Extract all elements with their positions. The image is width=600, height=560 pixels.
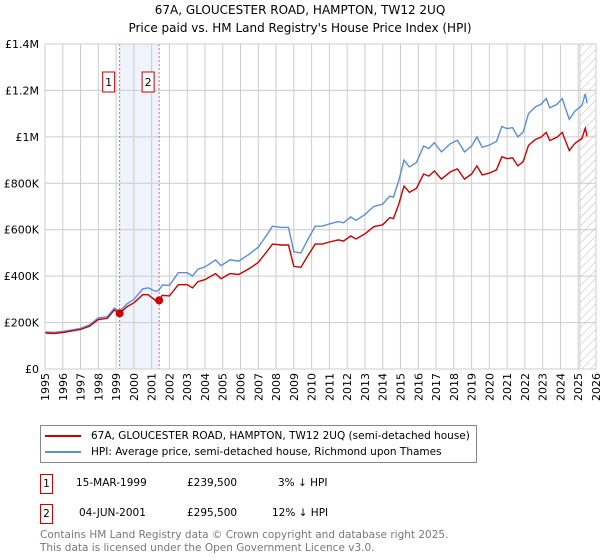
- y-tick-label: £600K: [4, 224, 40, 237]
- sale-price: £295,500: [187, 507, 238, 519]
- sale-date: 04-JUN-2001: [79, 507, 146, 519]
- footer-copyright: Contains HM Land Registry data © Crown c…: [40, 529, 449, 541]
- x-tick-label: 2020: [483, 373, 496, 401]
- x-tick-label: 1998: [92, 373, 105, 401]
- x-tick-label: 2004: [199, 373, 212, 401]
- y-tick-label: £1.4M: [5, 38, 39, 51]
- chart-subtitle: Price paid vs. HM Land Registry's House …: [128, 21, 472, 35]
- sale-badge-box: [102, 71, 116, 93]
- legend: 67A, GLOUCESTER ROAD, HAMPTON, TW12 2UQ …: [40, 425, 477, 463]
- x-tick-label: 2011: [323, 373, 336, 401]
- sale-point: [115, 309, 124, 318]
- sale-price: £239,500: [187, 477, 238, 489]
- sale-row-1: 1 15-MAR-1999 £239,500 3% ↓ HPI: [40, 474, 440, 494]
- x-tick-label: 2026: [590, 373, 600, 401]
- y-tick-label: £1.2M: [5, 84, 39, 97]
- sale-badge: 2: [40, 504, 53, 524]
- x-tick-label: 1996: [57, 373, 70, 401]
- x-tick-label: 2006: [235, 373, 248, 401]
- y-tick-label: £400K: [4, 270, 40, 283]
- footer-licence: This data is licensed under the Open Gov…: [40, 542, 375, 554]
- x-tick-label: 2001: [146, 373, 159, 401]
- sale-badge-label: 2: [145, 76, 152, 89]
- x-tick-label: 2010: [306, 373, 319, 401]
- x-tick-label: 2024: [554, 373, 567, 401]
- x-tick-label: 2015: [394, 373, 407, 401]
- x-tick-label: 2000: [128, 373, 141, 401]
- x-tick-label: 2009: [288, 373, 301, 401]
- series-line: [44, 93, 588, 334]
- sale-row-2: 2 04-JUN-2001 £295,500 12% ↓ HPI: [40, 504, 440, 524]
- x-tick-label: 2018: [448, 373, 461, 401]
- sale-badge-box: [141, 71, 155, 93]
- x-tick-label: 2025: [572, 373, 585, 401]
- chart-title: 67A, GLOUCESTER ROAD, HAMPTON, TW12 2UQ: [154, 3, 446, 17]
- legend-swatch-price: [45, 435, 81, 437]
- x-tick-label: 2012: [341, 373, 354, 401]
- x-tick-label: 2008: [270, 373, 283, 401]
- plot-area: 1995 1996 1997 1998 1999 2000 2001 2002 2003 2004…: [4, 38, 600, 401]
- legend-label-hpi: HPI: Average price, semi-detached house,…: [91, 446, 442, 458]
- footer: Contains HM Land Registry data © Crown c…: [40, 529, 448, 555]
- sale-hpi-diff: 12% ↓ HPI: [272, 507, 329, 519]
- x-tick-label: 2003: [181, 373, 194, 401]
- x-tick-label: 2022: [519, 373, 532, 401]
- x-tick-label: 1997: [75, 373, 88, 401]
- y-tick-label: £1M: [16, 131, 40, 144]
- x-tick-label: 2005: [217, 373, 230, 401]
- x-tick-label: 2013: [359, 373, 372, 401]
- y-tick-label: £800K: [4, 177, 40, 190]
- sale-period-shading: [119, 44, 160, 369]
- legend-label-price: 67A, GLOUCESTER ROAD, HAMPTON, TW12 2UQ …: [91, 430, 470, 442]
- y-tick-label: £0: [25, 363, 39, 376]
- x-tick-label: 2023: [537, 373, 550, 401]
- sale-date: 15-MAR-1999: [76, 477, 147, 489]
- forecast-hatch: [579, 43, 597, 370]
- x-tick-label: 2002: [163, 373, 176, 401]
- sale-badge-label: 1: [105, 76, 112, 89]
- plot-border: [44, 43, 597, 370]
- y-tick-label: £200K: [4, 317, 40, 330]
- x-tick-label: 1995: [39, 373, 52, 401]
- x-tick-label: 2016: [412, 373, 425, 401]
- legend-swatch-hpi: [45, 451, 81, 453]
- x-tick-label: 2014: [377, 373, 390, 401]
- sale-badge: 1: [40, 474, 53, 494]
- sale-hpi-diff: 3% ↓ HPI: [278, 477, 328, 489]
- x-tick-label: 2017: [430, 373, 443, 401]
- x-tick-label: 1999: [110, 373, 123, 401]
- x-tick-label: 2021: [501, 373, 514, 401]
- x-tick-label: 2007: [252, 373, 265, 401]
- x-tick-label: 2019: [466, 373, 479, 401]
- sale-point: [155, 296, 164, 305]
